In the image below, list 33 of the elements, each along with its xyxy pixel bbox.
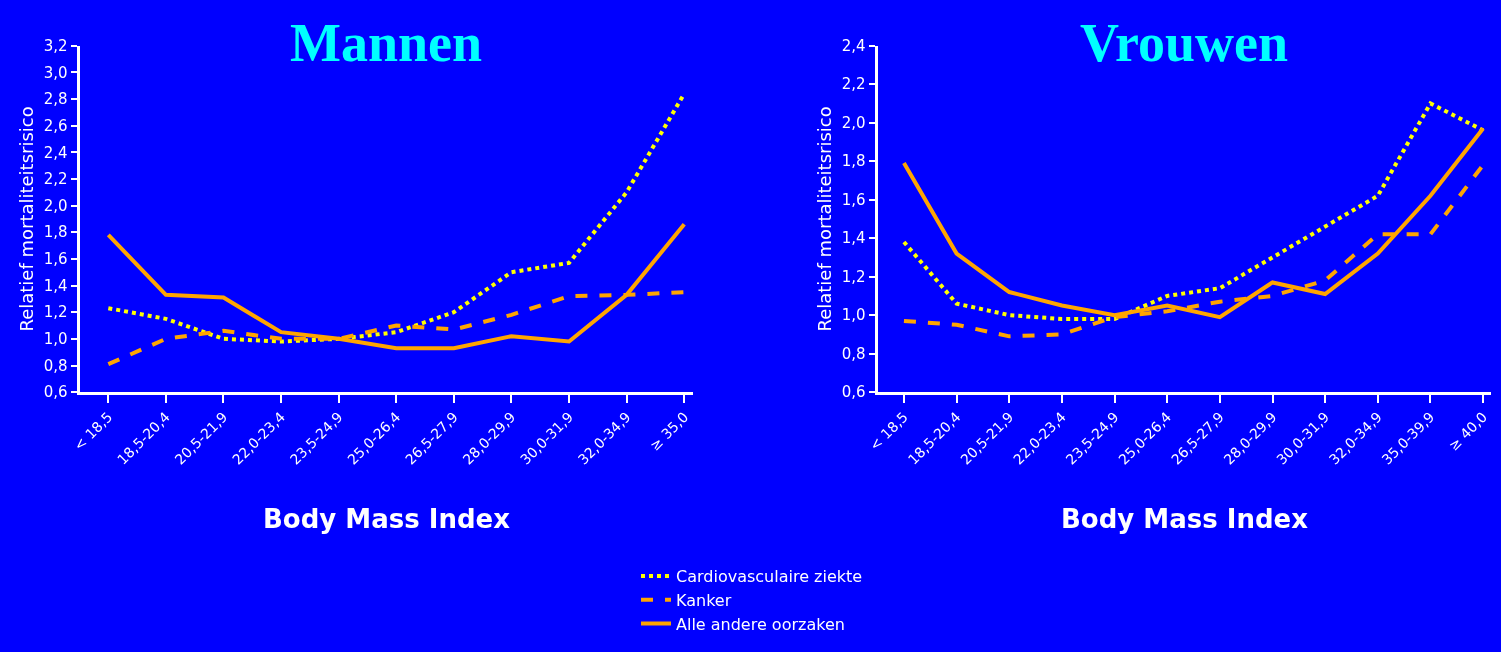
y-tick-label: 1,6 [43,250,68,269]
y-tick-label: 1,6 [841,190,866,209]
y-tick-label: 0,6 [43,383,68,402]
y-tick-label: 2,0 [43,196,68,215]
y-tick-label: 2,2 [841,75,866,94]
y-tick-label: 1,0 [43,330,68,349]
y-tick-label: 0,8 [841,344,866,363]
chart-title: Vrouwen [1080,13,1289,73]
y-tick-label: 2,6 [43,116,68,135]
x-axis-title: Body Mass Index [1061,504,1309,534]
legend-label: Kanker [676,590,732,610]
y-axis-title: Relatief mortaliteitsrisico [15,106,37,332]
y-axis-title: Relatief mortaliteitsrisico [813,106,835,332]
y-tick-label: 1,8 [43,223,68,242]
y-tick-label: 1,0 [841,306,866,325]
y-tick-label: 1,2 [43,303,68,322]
y-tick-label: 3,2 [43,36,68,55]
y-tick-label: 0,6 [841,383,866,402]
y-tick-label: 0,8 [43,356,68,375]
y-tick-label: 3,0 [43,63,68,82]
y-tick-label: 1,2 [841,267,866,286]
y-tick-label: 2,0 [841,113,866,132]
y-tick-label: 2,8 [43,90,68,109]
y-tick-label: 1,4 [841,229,866,248]
chart-title: Mannen [290,13,483,73]
legend-label: Alle andere oorzaken [676,614,845,634]
y-tick-label: 1,4 [43,276,68,295]
y-tick-label: 2,2 [43,170,68,189]
y-tick-label: 1,8 [841,152,866,171]
y-tick-label: 2,4 [841,36,866,55]
x-axis-title: Body Mass Index [263,504,511,534]
y-tick-label: 2,4 [43,143,68,162]
legend-label: Cardiovasculaire ziekte [676,567,863,587]
